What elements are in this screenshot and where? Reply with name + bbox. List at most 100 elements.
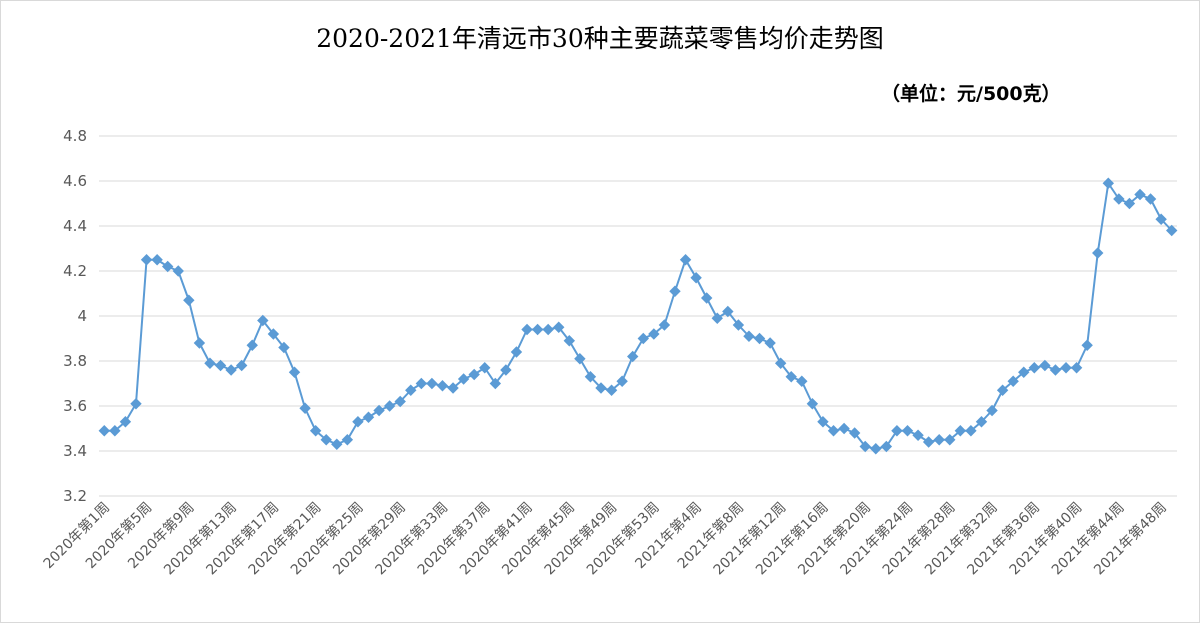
data-point xyxy=(341,434,354,446)
data-point xyxy=(542,323,554,336)
data-point xyxy=(394,395,406,408)
data-point xyxy=(944,434,956,446)
x-tick-label: 2020年第53周 xyxy=(583,499,663,579)
data-point xyxy=(457,373,470,385)
data-point xyxy=(986,404,998,417)
data-point xyxy=(1134,188,1146,201)
data-point xyxy=(119,416,132,428)
data-point xyxy=(743,330,755,342)
data-point xyxy=(320,434,332,446)
x-tick-label: 2021年第28周 xyxy=(879,499,959,579)
data-point xyxy=(405,384,417,396)
data-point xyxy=(658,319,671,331)
data-point xyxy=(933,434,945,446)
data-point xyxy=(1166,224,1178,237)
data-point xyxy=(679,254,692,266)
data-point xyxy=(109,425,121,437)
data-point xyxy=(669,285,681,297)
data-point xyxy=(996,384,1009,396)
data-point xyxy=(627,350,639,363)
data-point xyxy=(426,377,438,390)
y-tick-label: 4.6 xyxy=(63,172,87,190)
x-tick-label: 2021年第32周 xyxy=(921,499,1001,579)
data-point xyxy=(584,371,597,383)
data-point xyxy=(172,265,184,277)
x-tick-label: 2020年第45周 xyxy=(499,499,579,579)
data-point xyxy=(1123,197,1136,210)
data-point xyxy=(891,425,903,437)
x-tick-label: 2021年第24周 xyxy=(837,499,917,579)
data-point xyxy=(574,353,586,365)
data-point xyxy=(373,404,385,417)
data-point xyxy=(521,323,533,336)
data-point xyxy=(288,366,301,378)
data-point xyxy=(1028,362,1041,374)
data-point xyxy=(1060,362,1072,374)
data-point xyxy=(1039,359,1051,372)
data-point xyxy=(796,375,808,387)
data-point xyxy=(817,416,829,428)
data-point xyxy=(1081,339,1093,351)
data-point xyxy=(362,411,375,423)
data-point xyxy=(1007,375,1019,387)
data-point xyxy=(531,323,544,336)
data-point xyxy=(785,371,797,383)
x-tick-label: 2020年第29周 xyxy=(330,499,410,579)
data-point xyxy=(912,429,924,441)
data-point xyxy=(1102,177,1115,189)
data-point xyxy=(764,337,776,349)
x-tick-label: 2020年第41周 xyxy=(456,499,536,579)
data-point xyxy=(479,362,491,374)
data-point xyxy=(309,425,322,437)
data-point xyxy=(140,254,153,266)
data-point xyxy=(690,272,702,284)
data-point xyxy=(267,328,280,340)
data-point xyxy=(553,321,565,333)
data-point xyxy=(214,359,227,372)
data-point xyxy=(204,357,216,369)
data-point xyxy=(965,425,977,437)
x-tick-label: 2021年第20周 xyxy=(795,499,875,579)
data-point xyxy=(595,382,607,394)
y-tick-label: 3.8 xyxy=(63,352,87,370)
data-point xyxy=(901,425,914,437)
data-point xyxy=(1144,193,1157,205)
data-point xyxy=(510,346,523,358)
data-point xyxy=(954,425,967,437)
unit-label: （单位：元/500克） xyxy=(881,83,1061,105)
data-point xyxy=(98,425,110,437)
x-tick-label: 2021年第16周 xyxy=(752,499,832,579)
data-point xyxy=(975,416,988,428)
data-point xyxy=(1018,366,1030,378)
data-point xyxy=(827,425,840,437)
data-point xyxy=(415,377,428,390)
x-tick-label: 2020年第13周 xyxy=(160,499,240,579)
data-point xyxy=(859,440,871,453)
data-point xyxy=(616,375,628,387)
data-point xyxy=(848,427,861,439)
data-point xyxy=(711,312,723,324)
data-point xyxy=(278,341,290,354)
data-point xyxy=(870,443,882,455)
data-point xyxy=(605,384,618,396)
data-point xyxy=(447,382,459,394)
data-point xyxy=(700,292,713,304)
data-point xyxy=(352,416,364,428)
x-tick-label: 2020年第21周 xyxy=(245,499,325,579)
y-tick-label: 4.2 xyxy=(63,262,87,280)
data-point xyxy=(331,438,343,450)
y-tick-label: 3.2 xyxy=(63,487,87,505)
data-point xyxy=(161,260,174,273)
x-tick-label: 2020年第49周 xyxy=(541,499,621,579)
chart-title: 2020-2021年清远市30种主要蔬菜零售均价走势图 xyxy=(316,24,884,53)
y-tick-label: 4.8 xyxy=(63,127,87,145)
data-point xyxy=(183,294,195,306)
data-point xyxy=(922,436,935,448)
data-point xyxy=(722,305,734,318)
data-point xyxy=(648,328,660,340)
data-point xyxy=(1049,364,1062,376)
data-point xyxy=(1113,193,1125,205)
data-point xyxy=(489,377,502,390)
data-point xyxy=(838,422,850,435)
